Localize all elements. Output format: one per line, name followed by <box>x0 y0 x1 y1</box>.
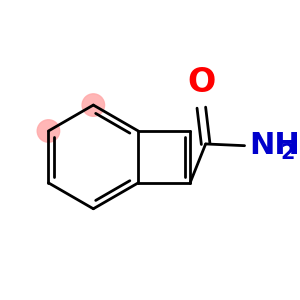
Text: O: O <box>187 66 215 99</box>
Text: NH: NH <box>249 131 300 160</box>
Circle shape <box>37 120 60 142</box>
Text: 2: 2 <box>281 142 295 163</box>
Circle shape <box>82 94 105 116</box>
